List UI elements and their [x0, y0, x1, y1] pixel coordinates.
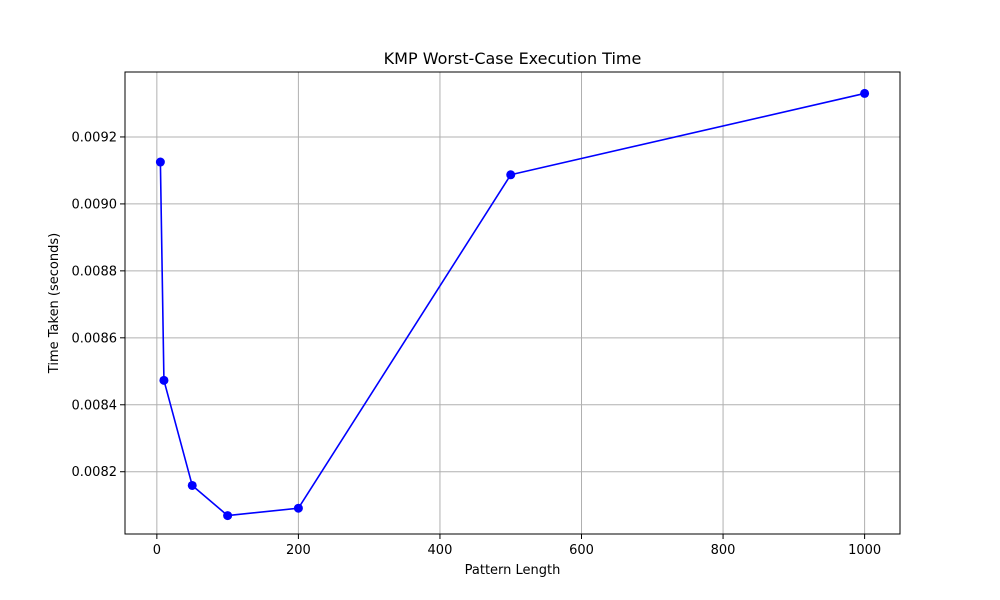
data-point [860, 88, 870, 98]
y-axis-label: Time Taken (seconds) [47, 233, 62, 374]
plot-background [125, 72, 900, 534]
data-point [293, 503, 303, 513]
ticks: 0 200 400 600 800 1000 0.0082 0.0084 0.0086 0.008… [72, 130, 882, 558]
x-axis-label: Pattern Length [465, 563, 561, 578]
x-tick-label: 400 [428, 543, 453, 558]
y-tick-label: 0.0084 [72, 398, 118, 413]
y-tick-label: 0.0088 [72, 264, 118, 279]
x-tick-label: 200 [286, 543, 311, 558]
y-tick-label: 0.0086 [72, 331, 118, 346]
data-point [506, 170, 516, 180]
data-point [155, 157, 165, 167]
y-tick-label: 0.0082 [72, 465, 118, 480]
data-point [223, 511, 233, 521]
chart-title: KMP Worst-Case Execution Time [384, 49, 642, 68]
x-tick-label: 1000 [848, 543, 881, 558]
x-tick-label: 800 [711, 543, 736, 558]
plot-frame [124, 71, 901, 535]
x-tick-label: 600 [569, 543, 594, 558]
y-tick-label: 0.0092 [72, 130, 118, 145]
data-point [159, 375, 169, 385]
series-layer [155, 88, 870, 521]
x-tick-label: 0 [153, 543, 161, 558]
grid [125, 72, 900, 534]
data-point [187, 480, 197, 490]
y-tick-label: 0.0090 [72, 197, 118, 212]
